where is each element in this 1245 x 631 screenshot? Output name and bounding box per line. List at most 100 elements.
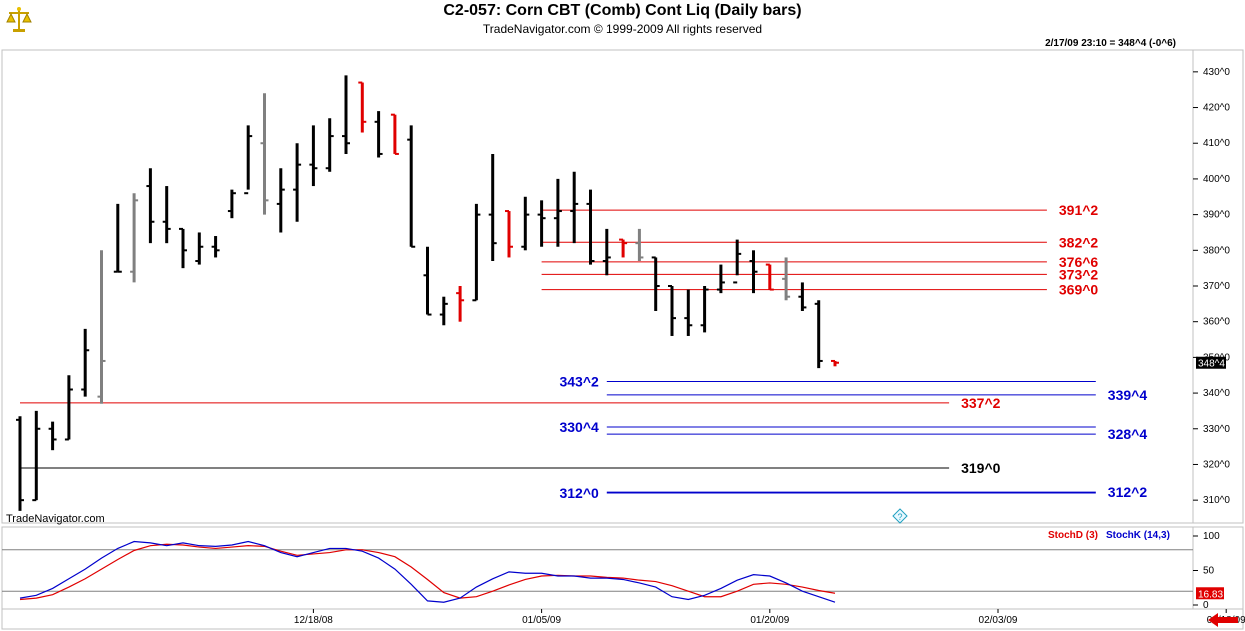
last-price-marker: 348^4 (1196, 356, 1226, 370)
ohlc-bar (586, 189, 595, 265)
ohlc-bar (64, 375, 73, 441)
price-tick-label: 320^0 (1203, 459, 1230, 470)
ohlc-bar (179, 227, 187, 269)
ohlc-bar (488, 153, 497, 262)
price-tick-label: 370^0 (1203, 281, 1230, 292)
price-tick-label: 360^0 (1203, 317, 1230, 328)
ohlc-bar (570, 171, 579, 244)
ohlc-bar (700, 286, 709, 333)
ohlc-bar (537, 200, 546, 247)
ohlc-bar (439, 296, 448, 326)
level-label: 319^0 (961, 460, 1001, 476)
price-panel (1, 49, 1194, 524)
ohlc-bar (342, 75, 350, 154)
stochastic-legend: StochD (3) StochK (14,3) (1048, 530, 1170, 541)
ohlc-bar (48, 421, 57, 451)
ohlc-bar (81, 328, 90, 397)
price-axis-panel (1192, 49, 1244, 524)
price-tick-label: 380^0 (1203, 245, 1230, 256)
date-tick-label: 01/20/09 (750, 615, 789, 626)
stochastic-indicator: 0 50 100 16.83 (2, 531, 1224, 611)
chart-header: C2-057: Corn CBT (Comb) Cont Liq (Daily … (0, 0, 1245, 38)
ohlc-bar (456, 286, 465, 322)
ohlc-bar (814, 300, 823, 369)
level-label: 339^4 (1108, 387, 1148, 403)
ohlc-bar (146, 168, 155, 244)
price-tick-label: 340^0 (1203, 388, 1230, 399)
date-tick-label: 02/03/09 (979, 615, 1018, 626)
ohlc-bar (260, 93, 269, 215)
ohlc-bar (16, 416, 24, 511)
ohlc-bar (831, 359, 839, 367)
ohlc-bar (244, 125, 253, 195)
chart-subtitle: TradeNavigator.com © 1999-2009 All right… (482, 22, 763, 36)
ohlc-bar (716, 264, 725, 294)
price-tick-label: 410^0 (1203, 138, 1230, 149)
ohlc-bar (635, 228, 644, 262)
level-label: 330^4 (559, 419, 599, 435)
date-axis-panel (1, 608, 1244, 630)
legend-stochk: StochK (14,3) (1106, 530, 1170, 541)
ohlc-bar (765, 263, 774, 291)
ohlc-bar (130, 193, 139, 283)
ohlc-bar (32, 410, 41, 502)
ohlc-bar (374, 111, 383, 158)
price-tick-label: 420^0 (1203, 103, 1230, 114)
price-tick-label: 330^0 (1203, 424, 1230, 435)
price-tick-label: 390^0 (1203, 210, 1230, 221)
ohlc-bar (97, 250, 106, 404)
scroll-left-arrow-icon[interactable] (1208, 613, 1238, 627)
help-icon[interactable]: ? (892, 508, 908, 524)
stoch-tick-label: 100 (1203, 531, 1220, 542)
ohlc-bar (798, 282, 807, 311)
ohlc-bar (684, 289, 693, 336)
level-label: 391^2 (1059, 202, 1099, 218)
chart-title: C2-057: Corn CBT (Comb) Cont Liq (Daily … (443, 2, 802, 19)
ohlc-bars (16, 75, 839, 511)
ohlc-bar (472, 203, 481, 302)
watermark-text: TradeNavigator.com (6, 513, 105, 525)
ohlc-bar (733, 239, 742, 284)
ohlc-bar (325, 118, 334, 172)
ohlc-bar (749, 250, 758, 294)
ohlc-bar (195, 232, 204, 265)
scales-icon[interactable] (4, 4, 34, 34)
ohlc-bar (782, 257, 791, 301)
level-label: 373^2 (1059, 266, 1099, 282)
timestamp-readout: 2/17/09 23:10 = 348^4 (-0^6) (1045, 38, 1176, 49)
ohlc-bar (276, 168, 285, 233)
stoch-series-line (19, 543, 836, 601)
ohlc-bar (390, 113, 399, 155)
level-label: 337^2 (961, 395, 1001, 411)
ohlc-bar (602, 228, 611, 276)
ohlc-bar (227, 189, 236, 219)
price-tick-label: 400^0 (1203, 174, 1230, 185)
level-label: 343^2 (559, 373, 599, 389)
date-tick-label: 01/05/09 (522, 615, 561, 626)
price-tick-label: 310^0 (1203, 495, 1230, 506)
ohlc-bar (668, 285, 676, 336)
level-label: 312^2 (1108, 484, 1148, 500)
date-tick-label: 12/18/08 (294, 615, 333, 626)
ohlc-bar (619, 238, 628, 258)
ohlc-bar (505, 210, 513, 258)
ohlc-bar (521, 196, 530, 251)
ohlc-bar (211, 236, 220, 258)
ohlc-bar (651, 256, 660, 311)
legend-stochd: StochD (3) (1048, 530, 1098, 541)
ohlc-bar (293, 143, 302, 222)
level-label: 328^4 (1108, 426, 1148, 442)
ohlc-bar (553, 178, 562, 247)
stoch-series-line (19, 540, 836, 603)
svg-text:?: ? (897, 512, 902, 522)
ohlc-bar (309, 125, 318, 187)
last-price-label: 348^4 (1198, 359, 1225, 370)
stochastic-panel (1, 526, 1194, 610)
level-label: 369^0 (1059, 282, 1099, 298)
level-label: 312^0 (559, 485, 599, 501)
stoch-last-value-label: 16.83 (1198, 589, 1223, 600)
ohlc-bar (113, 203, 122, 273)
ohlc-bar (407, 125, 416, 248)
